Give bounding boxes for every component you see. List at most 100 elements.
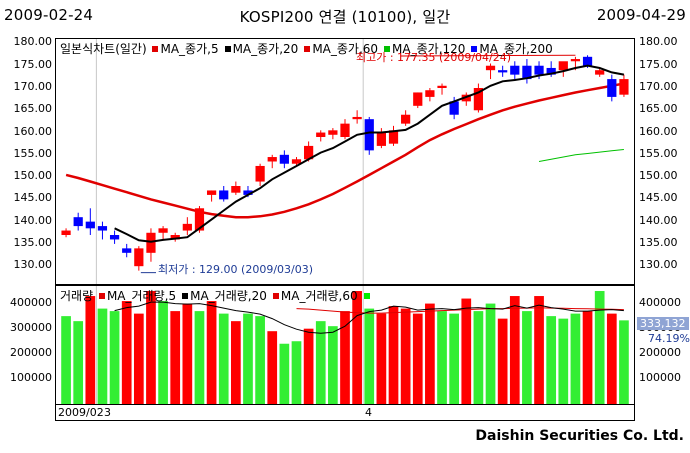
- current-volume-badge: 333,132: [637, 317, 689, 330]
- candle-body: [243, 190, 253, 195]
- volume-panel: 거래량 MA_거래량,5 MA_거래량,20 MA_거래량,60: [55, 285, 635, 405]
- candle-body: [558, 61, 568, 71]
- volume-bar: [255, 316, 265, 404]
- y-tick-label-left: 200000: [10, 345, 52, 359]
- ma60-line: [538, 149, 624, 162]
- volume-bar: [291, 341, 302, 404]
- y-tick-label-left: 140.00: [13, 213, 53, 227]
- y-tick-label-right: 140.00: [639, 213, 678, 227]
- y-tick-label-right: 135.00: [639, 235, 678, 249]
- candle-body: [376, 132, 386, 146]
- candle-body: [401, 114, 411, 124]
- y-tick-label-right: 175.00: [639, 57, 678, 71]
- volume-bar: [497, 318, 508, 404]
- legend-label: MA_거래량,20: [190, 289, 267, 303]
- volume-bar: [243, 313, 253, 404]
- volume-bar: [364, 308, 375, 404]
- legend-item: MA_종가,120: [382, 42, 465, 56]
- volume-bar: [546, 316, 557, 404]
- volume-bar: [449, 313, 459, 404]
- candle-body: [437, 85, 447, 88]
- volume-bar: [61, 316, 71, 404]
- legend-label: MA_종가,200: [479, 42, 553, 56]
- volume-bar: [85, 296, 96, 404]
- legend-item: MA_거래량,5: [97, 289, 176, 303]
- x-axis: 2009/02 3 4: [55, 404, 635, 421]
- volume-bar: [146, 291, 156, 404]
- candle-body: [485, 65, 496, 71]
- volume-bar: [340, 311, 350, 404]
- candle-body: [279, 154, 289, 164]
- candle-body: [267, 157, 277, 162]
- y-tick-label-right: 130.00: [639, 258, 678, 272]
- volume-legend: 거래량 MA_거래량,5 MA_거래량,20 MA_거래량,60: [60, 287, 372, 304]
- volume-bar: [97, 308, 108, 404]
- y-tick-label-right: 100000: [639, 370, 681, 384]
- legend-swatch: [152, 46, 159, 52]
- candle-body: [582, 56, 593, 66]
- candle-body: [619, 79, 629, 95]
- y-tick-label-right: 145.00: [639, 191, 678, 205]
- candle-body: [570, 59, 581, 62]
- candle-body: [122, 248, 132, 253]
- y-tick-label-right: 165.00: [639, 102, 678, 116]
- legend-swatch: [272, 293, 279, 299]
- legend-label: MA_종가,20: [232, 42, 299, 56]
- price-legend: 일본식차트(일간) MA_종가,5 MA_종가,20 MA_종가,60 MA_종가,1…: [60, 40, 557, 57]
- y-tick-label-right: 155.00: [639, 146, 678, 160]
- y-tick-label-left: 160.00: [13, 124, 53, 138]
- price-legend-items: MA_종가,5 MA_종가,20 MA_종가,60 MA_종가,120 MA_종가,20…: [150, 42, 556, 56]
- legend-label: MA_종가,5: [160, 42, 219, 56]
- y-tick-label-left: 165.00: [13, 102, 53, 116]
- volume-bar: [437, 311, 447, 404]
- volume-bar: [388, 306, 399, 404]
- price-panel: 일본식차트(일간) MA_종가,5 MA_종가,20 MA_종가,60 MA_종가,1…: [55, 38, 635, 285]
- volume-bar: [328, 326, 338, 404]
- y-tick-label-right: 150.00: [639, 169, 678, 183]
- footer-company: Daishin Securities Co. Ltd.: [475, 428, 684, 444]
- volume-bar: [267, 331, 278, 404]
- volume-bar: [133, 313, 144, 404]
- y-tick-label-left: 145.00: [13, 191, 53, 205]
- volume-bar: [509, 296, 520, 404]
- price-legend-title: 일본식차트(일간): [60, 42, 147, 56]
- volume-bar: [425, 303, 435, 404]
- candle-body: [146, 232, 156, 253]
- volume-bar: [109, 311, 120, 404]
- legend-item: MA_종가,200: [469, 42, 553, 56]
- y-tick-label-right: 200000: [639, 345, 681, 359]
- y-tick-label-left: 170.00: [13, 80, 53, 93]
- start-date: 2009-02-24: [4, 6, 94, 24]
- candle-body: [328, 130, 338, 135]
- candle-body: [206, 190, 217, 195]
- legend-item: MA_종가,20: [223, 42, 299, 56]
- volume-bar: [376, 313, 387, 404]
- high-annotation: 최고가 : 177.35 (2009/04/24): [356, 51, 512, 64]
- candle-body: [109, 235, 120, 240]
- candle-body: [316, 132, 326, 137]
- y-tick-label-left: 180.00: [13, 35, 53, 49]
- candle-body: [449, 101, 459, 115]
- volume-bar: [558, 318, 569, 404]
- volume-bar: [570, 313, 581, 404]
- volume-bar: [279, 343, 290, 404]
- volume-bar: [594, 291, 605, 404]
- legend-swatch: [363, 293, 370, 299]
- volume-bar: [473, 311, 484, 404]
- y-tick-label-right: 180.00: [639, 35, 678, 49]
- volume-bar: [400, 308, 411, 404]
- volume-bar: [412, 313, 423, 404]
- candle-body: [255, 165, 265, 182]
- volume-bar: [73, 321, 84, 404]
- y-tick-label-right: 400000: [639, 295, 681, 309]
- volume-bar: [619, 320, 629, 404]
- candle-body: [498, 70, 508, 73]
- low-annotation: 최저가 : 129.00 (2009/03/03): [158, 263, 314, 276]
- legend-item: MA_종가,60: [302, 42, 378, 56]
- legend-item: MA_종가,5: [150, 42, 219, 56]
- y-tick-label-left: 130.00: [13, 258, 53, 272]
- candle-body: [85, 221, 95, 229]
- legend-swatch: [304, 46, 311, 52]
- candle-body: [425, 90, 435, 97]
- current-volume-percent: 74.19%: [648, 332, 690, 345]
